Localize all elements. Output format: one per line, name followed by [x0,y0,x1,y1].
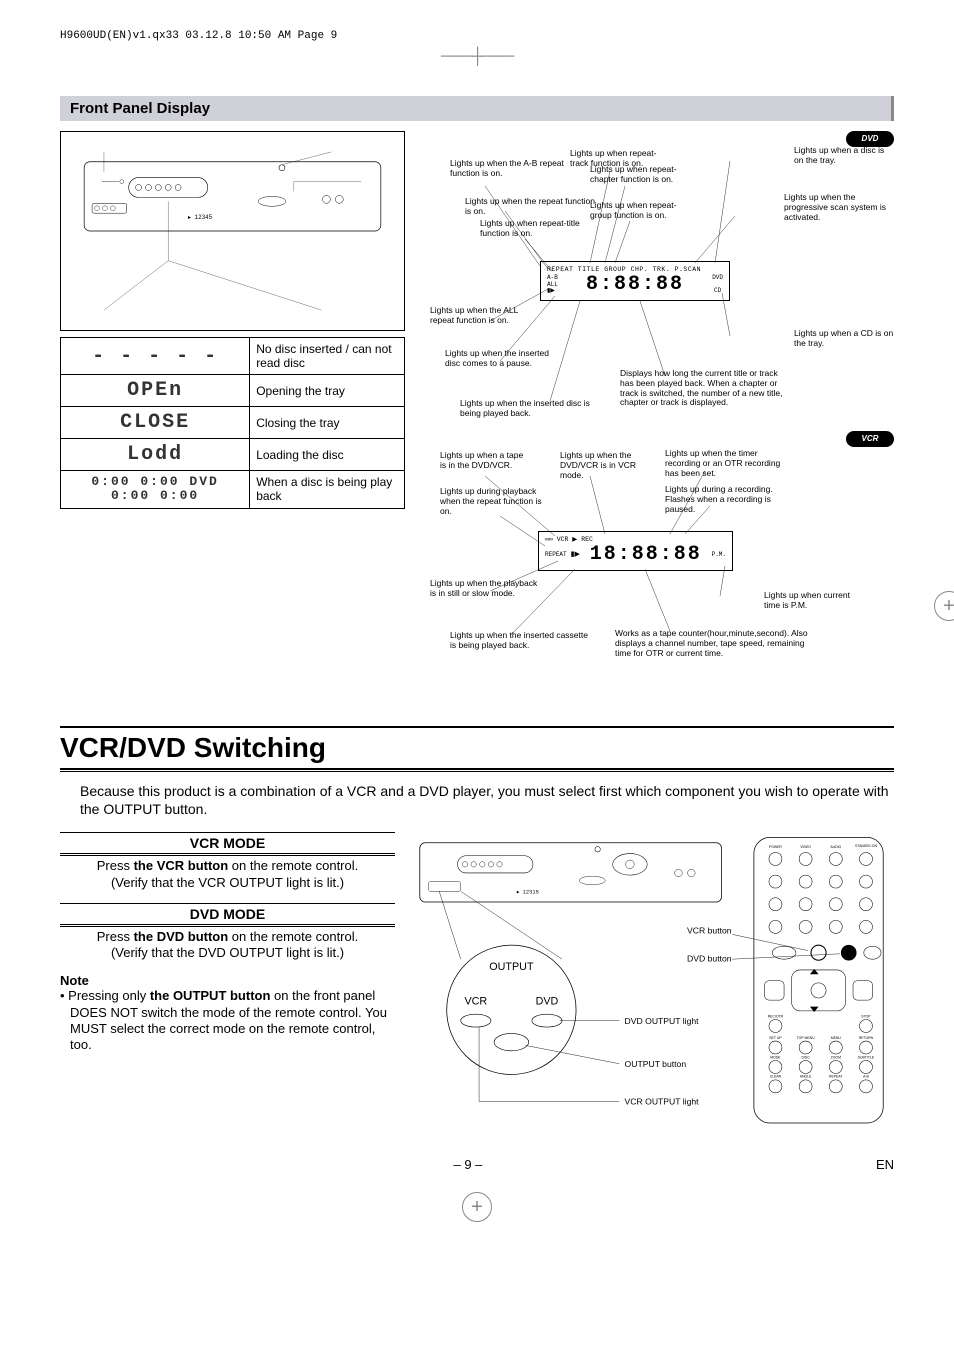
crop-mark-top [60,48,894,66]
svg-text:ANGLE: ANGLE [800,1075,812,1079]
svg-text:REPEAT: REPEAT [829,1075,843,1079]
callout: Lights up during a recording. Flashes wh… [665,485,800,514]
page-number: – 9 – [454,1157,483,1172]
svg-text:VIDEO: VIDEO [800,846,811,850]
state-glyph: Lodd [61,439,250,471]
display-callout-diagram: DVD Lights up when the A-B repeat functi… [430,131,894,696]
svg-text:POWER: POWER [769,846,783,850]
seg-digits: 8:88:88 [562,273,708,296]
state-glyph: OPEn [61,375,250,407]
seg-side: REPEAT [545,552,567,559]
note-body: • Pressing only the OUTPUT button on the… [60,988,395,1053]
section-title: Front Panel Display [60,96,894,121]
svg-text:DISC: DISC [802,1056,811,1060]
svg-text:MENU: MENU [831,1036,842,1040]
seg-label: REPEAT TITLE GROUP CHP. TRK. P.SCAN [547,266,723,273]
callout: Lights up when current time is P.M. [764,591,864,611]
intro-text: Because this product is a combination of… [60,782,894,818]
vcr-badge: VCR [846,431,894,447]
svg-text:VCR: VCR [464,996,487,1008]
svg-text:A-B: A-B [863,1075,869,1079]
svg-text:CLEAR: CLEAR [770,1075,782,1079]
svg-text:STOP: STOP [861,1015,871,1019]
vcr-mode-title: VCR MODE [60,832,395,854]
note-title: Note [60,973,395,988]
state-desc: When a disc is being play back [250,471,405,509]
callout: Lights up when the progressive scan syst… [784,193,894,222]
seg-pm: P.M. [712,552,726,559]
callout: Lights up when the ALL repeat function i… [430,306,525,326]
svg-text:MODE: MODE [770,1056,781,1060]
vcr-mode-body: Press the VCR button on the remote contr… [60,858,395,891]
svg-text:VCR button: VCR button [687,926,732,936]
registration-mark [462,1192,492,1222]
svg-text:SET UP: SET UP [769,1036,782,1040]
callout: Lights up when a disc is on the tray. [794,146,894,166]
callout: Displays how long the current title or t… [620,369,790,408]
callout: Lights up when the A-B repeat function i… [450,159,580,179]
state-desc: Closing the tray [250,407,405,439]
seg-side: A-B ALL ▮▶ [547,275,558,296]
svg-text:REC/OTR: REC/OTR [768,1015,784,1019]
callout: Lights up during playback when the repea… [440,487,550,516]
svg-text:DVD OUTPUT light: DVD OUTPUT light [625,1016,700,1026]
state-desc: Loading the disc [250,439,405,471]
svg-text:▸ 12315: ▸ 12315 [517,890,539,896]
page-lang: EN [876,1157,894,1172]
state-desc: Opening the tray [250,375,405,407]
callout: Lights up when repeat-title function is … [480,219,610,239]
svg-text:OUTPUT: OUTPUT [489,961,534,973]
main-heading: VCR/DVD Switching [60,726,894,770]
print-header: H9600UD(EN)v1.qx33 03.12.8 10:50 AM Page… [60,30,894,42]
callout: Lights up when the DVD/VCR is in VCR mod… [560,451,650,480]
svg-text:AUDIO: AUDIO [830,846,841,850]
callout: Lights up when the inserted disc is bein… [460,399,595,419]
state-glyph: CLOSE [61,407,250,439]
callout: Lights up when the inserted cassette is … [450,631,590,651]
callout: Lights up when a CD is on the tray. [794,329,894,349]
svg-text:STANDBY-ON: STANDBY-ON [855,844,877,848]
callout: Lights up when the repeat function is on… [465,197,595,217]
callout: Lights up when the timer recording or an… [665,449,795,478]
svg-text:VCR OUTPUT light: VCR OUTPUT light [625,1097,700,1107]
svg-text:SUBTITLE: SUBTITLE [858,1056,875,1060]
state-desc: No disc inserted / can not read disc [250,338,405,375]
callout: Works as a tape counter(hour,minute,seco… [615,629,815,658]
registration-mark [934,591,954,621]
display-states-table: - - - - - No disc inserted / can not rea… [60,337,405,509]
svg-text:OUTPUT button: OUTPUT button [625,1059,687,1069]
dvd-mode-title: DVD MODE [60,903,395,925]
seg-label: ∞∞ VCR ▶ REC [545,536,593,543]
state-glyph: 0:00 0:00 DVD 0:00 0:00 [61,471,250,509]
svg-text:▸ 12345: ▸ 12345 [188,214,213,221]
svg-text:DVD button: DVD button [687,954,732,964]
callout: Lights up when the playback is in still … [430,579,540,599]
svg-text:TOP MENU: TOP MENU [797,1036,816,1040]
svg-text:DVD: DVD [536,996,559,1008]
callout: Lights up when the inserted disc comes t… [445,349,555,369]
front-panel-illustration: ▸ 12345 [60,131,405,331]
state-glyph: - - - - - [61,338,250,375]
dvd-mode-body: Press the DVD button on the remote contr… [60,929,395,962]
callout: Lights up when repeat-group function is … [590,201,685,221]
svg-text:ZOOM: ZOOM [831,1056,841,1060]
seg-digits: 18:88:88 [584,543,708,566]
seg-side: DVD CD [712,275,723,296]
switching-diagram: ▸ 12315 OUTPUT VCR DVD [409,832,894,1137]
seg-pause: ▮▶ [571,551,580,559]
callout: Lights up when a tape is in the DVD/VCR. [440,451,530,471]
svg-text:RETURN: RETURN [859,1036,874,1040]
callout: Lights up when repeat-chapter function i… [590,165,685,185]
